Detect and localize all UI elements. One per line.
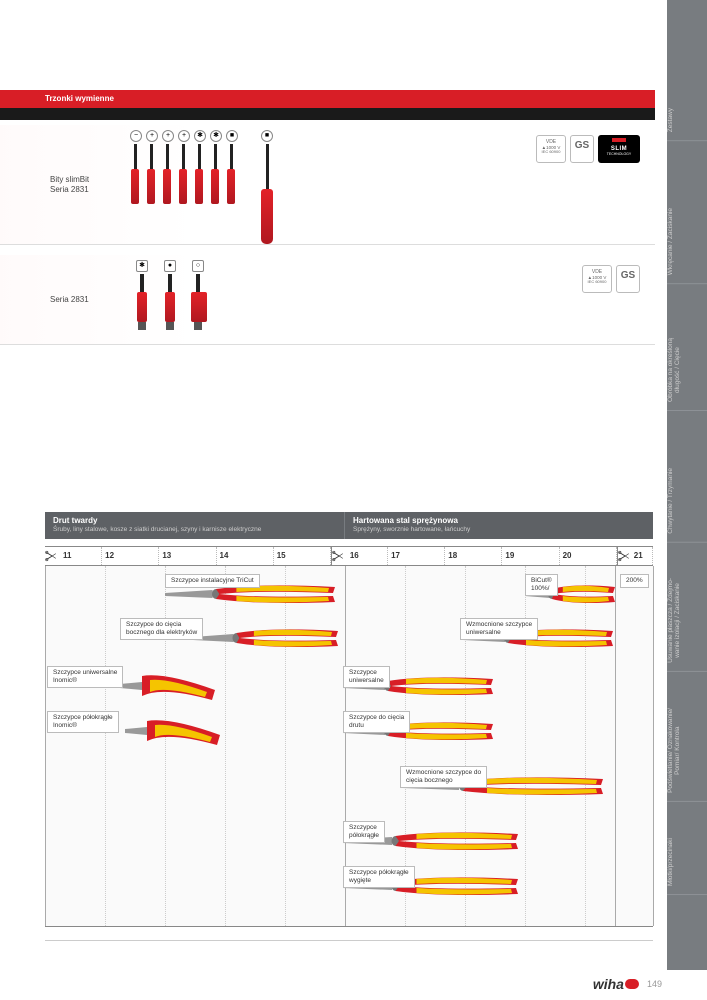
cert-badges: VDE ▲1000 V IEC 60900 GS [582, 265, 640, 293]
chart-scale: 1112131415161718192021 [45, 546, 653, 566]
product-label-line2: Seria 2831 [50, 185, 89, 195]
brand-logo: wiha [593, 976, 639, 992]
driver-icon: ✱ [210, 130, 220, 205]
product-label-line2: Seria 2831 [50, 295, 89, 305]
chart-header-left: Drut twardy Śruby, liny stalowe, kosze z… [45, 512, 345, 539]
bit-icon: ✱ [135, 260, 149, 330]
tool-label: Szczypce uniwersalneInomic® [47, 666, 123, 688]
cert-gs-icon: GS [616, 265, 640, 293]
slim-badge-icon: SLIM TECHNOLOGY [598, 135, 640, 163]
sidebar-tab[interactable]: Usuwanie płaszcza / Zdejmo-wanie izolacj… [667, 570, 707, 672]
tool-label: Szczypcepółokrągłe [343, 821, 385, 843]
driver-large: ■ [260, 130, 274, 245]
pliers-icon [193, 624, 338, 654]
chart-header: Drut twardy Śruby, liny stalowe, kosze z… [45, 512, 653, 539]
sidebar-tab[interactable]: Wkręcanie / Zaciskanie [667, 200, 707, 284]
product-label-line1: Bity slimBit [50, 175, 89, 185]
bit-set: ✱●○ [135, 260, 205, 330]
section-subbar [0, 108, 655, 120]
bit-icon: ○ [191, 260, 205, 330]
cert-vde-icon: VDE ▲1000 V IEC 60900 [582, 265, 612, 293]
page-number: 149 [647, 979, 662, 989]
cert-gs-icon: GS [570, 135, 594, 163]
driver-tip-icon: ■ [261, 130, 273, 142]
driver-set: −+++✱✱■ [130, 130, 236, 205]
tool-label: Szczypce do cięciadrutu [343, 711, 410, 733]
driver-icon: + [162, 130, 172, 205]
pliers-icon [120, 672, 215, 702]
tool-label: Wzmocnione szczypceuniwersalne [460, 618, 538, 640]
sidebar-tab[interactable]: Obróbka na określonądługość / Cięcie [667, 330, 707, 411]
sidebar-tab[interactable]: Podświetlanie/ Oznakowanie/Pomiar/ Kontr… [667, 700, 707, 802]
sidebar-tab[interactable]: Młotki/przecinaki [667, 830, 707, 895]
tool-label: Szczypce półokrągłewygięte [343, 866, 415, 888]
driver-icon: ■ [226, 130, 236, 205]
tool-label: Wzmocnione szczypce docięcia bocznego [400, 766, 487, 788]
chart-header-right: Hartowana stal sprężynowa Sprężyny, swor… [345, 512, 653, 539]
driver-icon: ✱ [194, 130, 204, 205]
cert-badges: VDE ▲1000 V IEC 60900 GS SLIM TECHNOLOGY [536, 135, 640, 163]
product-label: Seria 2831 [50, 295, 89, 305]
driver-icon: − [130, 130, 140, 205]
product-row-2831: Seria 2831 ✱●○ VDE ▲1000 V IEC 60900 GS [0, 255, 655, 345]
product-row-slimbit: Bity slimBit Seria 2831 −+++✱✱■ ■ VDE ▲1… [0, 125, 655, 245]
driver-icon: + [146, 130, 156, 205]
tool-label: Szczypce półokrągłeInomic® [47, 711, 119, 733]
divider [45, 926, 653, 927]
sidebar-tabs: Zestawy Wkręcanie / Zaciskanie Obróbka na … [667, 0, 707, 970]
product-label: Bity slimBit Seria 2831 [50, 175, 89, 196]
section-header: Trzonki wymienne [0, 90, 655, 108]
pliers-icon [125, 717, 220, 747]
sidebar-tab[interactable]: Zestawy [667, 100, 707, 141]
tool-label: Szczypce do cięciabocznego dla elektrykó… [120, 618, 203, 640]
tool-label: Szczypce instalacyjne TriCut [165, 574, 260, 588]
driver-icon: + [178, 130, 188, 205]
footer: wiha 149 [593, 976, 662, 992]
tool-label: Szczypceuniwersalne [343, 666, 390, 688]
cert-vde-icon: VDE ▲1000 V IEC 60900 [536, 135, 566, 163]
tool-label: 200% [620, 574, 649, 588]
chart-body: Szczypce instalacyjne TriCut BiCut®100%/… [45, 566, 653, 926]
divider [45, 940, 653, 941]
bit-icon: ● [163, 260, 177, 330]
tool-label: BiCut®100%/ [525, 574, 558, 596]
sidebar-tab[interactable]: Chwytanie / Trzymanie [667, 460, 707, 543]
section-title: Trzonki wymienne [45, 94, 114, 103]
